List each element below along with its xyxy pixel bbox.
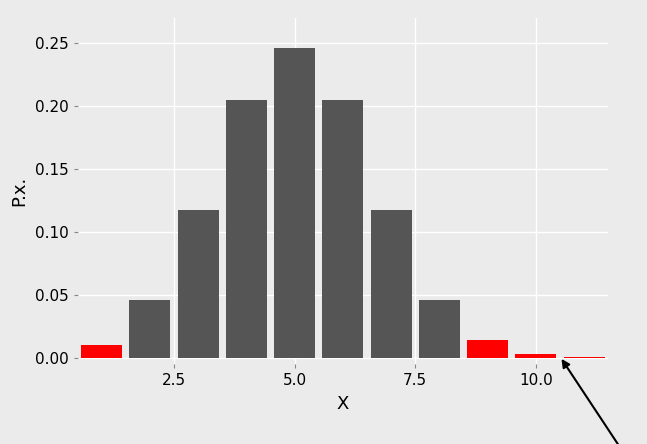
- Bar: [322, 99, 364, 358]
- Bar: [515, 354, 556, 358]
- Bar: [274, 48, 315, 358]
- Bar: [129, 300, 171, 358]
- Bar: [564, 357, 604, 358]
- Bar: [371, 210, 411, 358]
- Bar: [178, 210, 219, 358]
- Bar: [82, 345, 122, 358]
- Y-axis label: P.x.: P.x.: [10, 176, 28, 206]
- Bar: [467, 340, 508, 358]
- Text: Critical region: Critical region: [563, 361, 647, 444]
- Bar: [226, 99, 267, 358]
- Bar: [419, 300, 460, 358]
- X-axis label: X: X: [336, 395, 349, 413]
